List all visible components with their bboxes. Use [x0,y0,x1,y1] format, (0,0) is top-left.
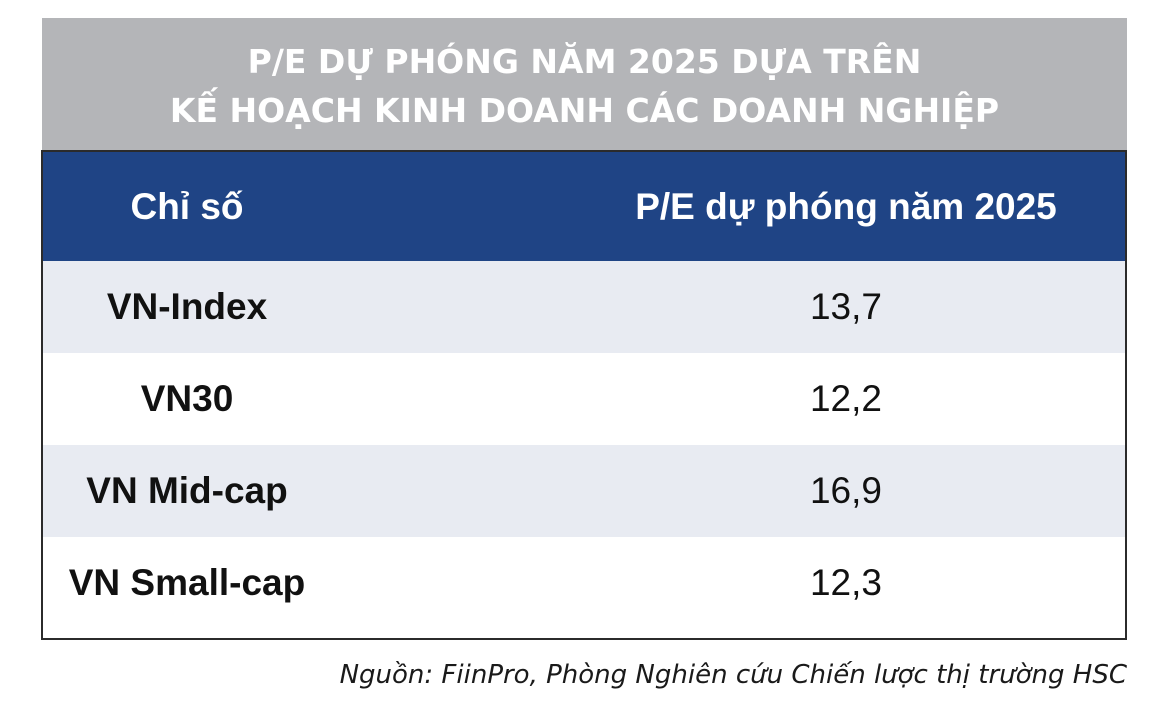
column-header-pe: P/E dự phóng năm 2025 [635,186,1057,227]
pe-table: Chỉ số P/E dự phóng năm 2025 VN-Index 13… [41,150,1127,640]
table-row: VN30 12,2 [43,353,1125,445]
row-pe-value: 16,9 [809,470,882,511]
table-header-row: Chỉ số P/E dự phóng năm 2025 [43,152,1125,261]
row-pe-value: 13,7 [809,286,882,327]
row-index-name: VN-Index [106,286,268,327]
row-pe-value: 12,2 [809,378,882,419]
row-index-name: VN30 [140,378,234,419]
row-pe-value: 12,3 [809,562,882,603]
source-note: Nguồn: FiinPro, Phòng Nghiên cứu Chiến l… [339,660,1127,690]
table-row: VN Mid-cap 16,9 [43,445,1125,537]
row-index-name: VN Mid-cap [86,470,288,511]
table-title-line-2: KẾ HOẠCH KINH DOANH CÁC DOANH NGHIỆP [169,91,1000,130]
table-row: VN Small-cap 12,3 [43,537,1125,629]
row-index-name: VN Small-cap [68,562,306,603]
table-row: VN-Index 13,7 [43,261,1125,353]
table-title: P/E DỰ PHÓNG NĂM 2025 DỰA TRÊN KẾ HOẠCH … [42,18,1127,150]
table-title-line-1: P/E DỰ PHÓNG NĂM 2025 DỰA TRÊN [247,42,922,81]
column-header-index: Chỉ số [130,186,244,227]
